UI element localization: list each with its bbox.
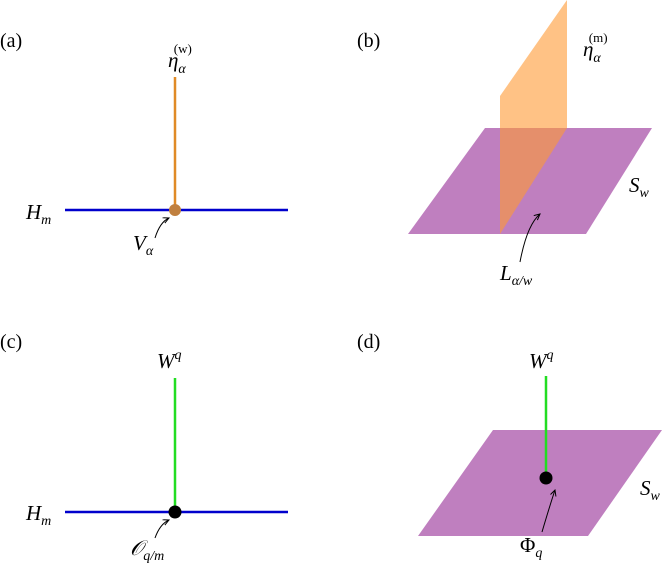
- label-left: Hm: [25, 501, 51, 529]
- label-top: ηα(w): [168, 41, 192, 77]
- label-left: Hm: [25, 200, 51, 228]
- point: [169, 204, 181, 216]
- label-top: ηα(m): [583, 30, 608, 66]
- label-point: Lα/w: [499, 261, 533, 289]
- label-right: Sw: [640, 476, 661, 504]
- point: [539, 471, 553, 485]
- panel-tag: (d): [357, 331, 380, 353]
- plane: [418, 430, 662, 536]
- label-top: Wq: [529, 348, 554, 373]
- arrow: [154, 520, 169, 539]
- label-point: Φq: [520, 533, 542, 561]
- panel-tag: (c): [0, 331, 22, 353]
- label-top: Wq: [157, 348, 182, 373]
- plane-vertical: [500, 0, 567, 234]
- point: [168, 505, 182, 519]
- label-point: Vα: [133, 231, 154, 259]
- label-point: 𝒪q/m: [130, 536, 164, 564]
- arrow: [519, 214, 540, 263]
- panel-tag: (b): [357, 30, 380, 52]
- label-right: Sw: [629, 173, 650, 201]
- arrow: [541, 490, 555, 533]
- panel-tag: (a): [0, 30, 22, 52]
- arrow: [154, 218, 169, 239]
